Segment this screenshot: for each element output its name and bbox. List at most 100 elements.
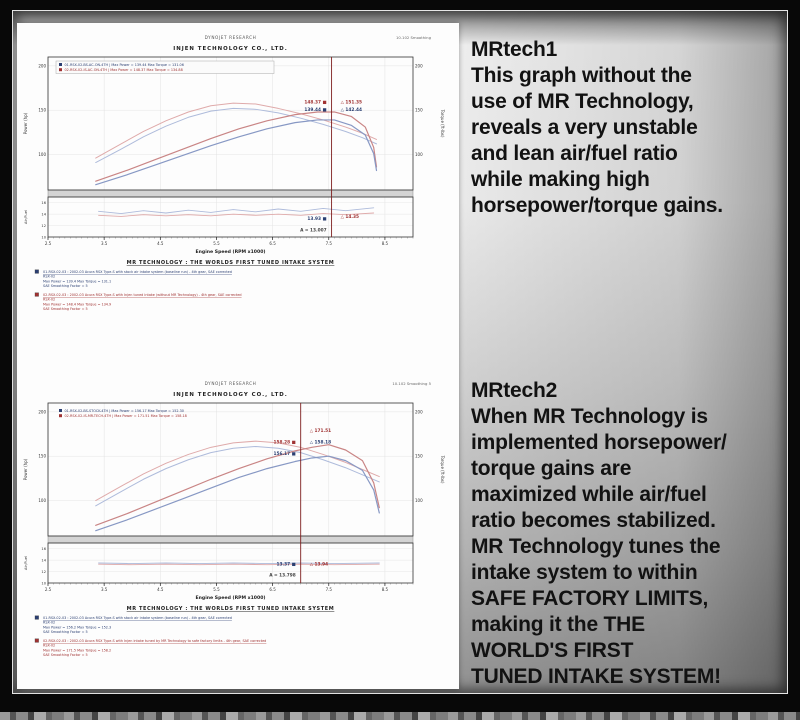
x-tick-label: 7.5 (326, 587, 333, 592)
dyno-chart-2-svg: DYNOJET RESEARCH INJEN TECHNOLOGY CO., LT… (23, 381, 445, 657)
dyno-chart-1: DYNOJET RESEARCH INJEN TECHNOLOGY CO., LT… (17, 27, 459, 357)
x-tick-label: 6.5 (269, 587, 276, 592)
x-tick-label: 8.5 (382, 587, 389, 592)
y-tick-right: 200 (415, 63, 423, 68)
af-tick-label: 12 (41, 570, 46, 574)
series-power-stock (95, 455, 380, 532)
series-power-mrtech (95, 444, 380, 526)
content-area: DYNOJET RESEARCH INJEN TECHNOLOGY CO., LT… (12, 10, 788, 694)
y-tick-left: 150 (38, 108, 46, 113)
y-axis-label-left: Power (hp) (23, 112, 28, 134)
y-tick-right: 150 (415, 454, 423, 459)
series-af-injen (98, 212, 375, 217)
af-axis-label: Air/Fuel (23, 556, 28, 570)
x-tick-label: 3.5 (101, 241, 108, 246)
af-tick-label: 10 (41, 581, 46, 585)
series-af-mrtech (98, 563, 380, 566)
y-tick-left: 100 (38, 152, 46, 157)
y-tick-left: 200 (38, 63, 46, 68)
footer-legend-line: 02-RSX-02-03 : 2002-03 Acura RSX Type-S … (43, 293, 242, 297)
smoothing-note: 10.102 Smoothing (396, 35, 432, 40)
chart-main-title: INJEN TECHNOLOGY CO., LTD. (173, 392, 288, 398)
x-tick-label: 2.5 (45, 241, 52, 246)
x-tick-label: 2.5 (45, 587, 52, 592)
caption-title: MRtech1 (471, 38, 558, 61)
caption-body: This graph without the use of MR Technol… (471, 64, 723, 217)
series-torque-stock (95, 445, 380, 507)
footer-legend-line: SAE Smoothing Factor = 5 (43, 307, 88, 311)
series-torque-injen (95, 102, 377, 159)
af-tick-label: 16 (41, 201, 46, 205)
footer-legend-line: 01-RSX-02-03 : 2002-03 Acura RSX Type-S … (43, 616, 232, 620)
af-tick-label: 14 (41, 558, 46, 562)
series-torque-mrtech (95, 440, 380, 502)
footer-legend-line: SAE Smoothing Factor = 5 (43, 630, 88, 634)
y-axis-label-right: Torque (ft-lbs) (440, 109, 445, 138)
series-power-stock (95, 119, 378, 186)
footer-legend-line: RSX-02 (43, 298, 55, 302)
annotation: A = 13.007 (300, 228, 327, 234)
annotation: △ 14.35 (341, 214, 359, 220)
af-tick-label: 16 (41, 547, 46, 551)
annotation: 13.93 ■ (307, 216, 326, 222)
plot-legend-line: 02-RSX-02-IS-AC-ON-4TH | Max Power = 148… (65, 68, 183, 72)
x-tick-label: 4.5 (157, 241, 164, 246)
footer-legend-line: Max Power = 156.2 Max Torque = 152.3 (43, 625, 111, 629)
af-tick-label: 14 (41, 212, 46, 216)
smoothing-note: 10.102 Smoothing 5 (392, 381, 431, 386)
footer-legend-line: 02-RSX-02-03 : 2002-03 Acura RSX Type-S … (43, 639, 266, 643)
x-tick-label: 4.5 (157, 587, 164, 592)
y-axis-label-left: Power (hp) (23, 458, 28, 480)
series-torque-stock (95, 107, 377, 164)
caption-title: MRtech2 (471, 379, 558, 402)
footer-legend-line: RSX-02 (43, 275, 55, 279)
footer-legend-line: Max Power = 139.4 Max Torque = 131.1 (43, 279, 111, 283)
footer-legend-line: RSX-02 (43, 644, 55, 648)
af-axis-label: Air/Fuel (23, 210, 28, 224)
x-tick-label: 5.5 (213, 587, 220, 592)
y-tick-right: 150 (415, 108, 423, 113)
x-tick-label: 3.5 (101, 587, 108, 592)
annotation: 139.44 ■ (304, 107, 326, 113)
dyno-chart-2: DYNOJET RESEARCH INJEN TECHNOLOGY CO., LT… (17, 373, 459, 689)
footer-legend-line: 01-RSX-02-03 : 2002-03 Acura RSX Type-S … (43, 270, 232, 274)
footer-legend-line: SAE Smoothing Factor = 5 (43, 284, 88, 288)
x-tick-label: 5.5 (213, 241, 220, 246)
y-tick-right: 200 (415, 409, 423, 414)
x-axis-label: Engine Speed (RPM x1000) (196, 249, 266, 255)
annotation: 158.28 ■ (274, 440, 296, 446)
caption-body: When MR Technology is implemented horsep… (471, 405, 727, 688)
series-af-stock (98, 562, 380, 565)
annotation: 156.17 ■ (274, 451, 296, 457)
charts-panel: DYNOJET RESEARCH INJEN TECHNOLOGY CO., LT… (17, 23, 459, 689)
af-tick-label: 12 (41, 224, 46, 228)
footer-legend-line: RSX-02 (43, 621, 55, 625)
af-tick-label: 10 (41, 235, 46, 239)
footer-legend-line: Max Power = 171.5 Max Torque = 158.2 (43, 648, 111, 652)
plot-legend-line: 01-RSX-02-BS-STOCK-4TH | Max Power = 156… (65, 409, 184, 413)
chart-small-title: DYNOJET RESEARCH (205, 381, 257, 386)
annotation: 13.37 ■ (277, 562, 296, 568)
y-tick-right: 100 (415, 152, 423, 157)
y-tick-right: 100 (415, 498, 423, 503)
x-tick-label: 8.5 (382, 241, 389, 246)
annotation: △ 13.94 (310, 562, 328, 568)
footer-legend-line: SAE Smoothing Factor = 5 (43, 653, 88, 657)
chart-main-title: INJEN TECHNOLOGY CO., LTD. (173, 46, 288, 52)
plot-legend-line: 01-RSX-02-BS-AC-ON-4TH | Max Power = 139… (65, 63, 184, 67)
y-tick-left: 150 (38, 454, 46, 459)
caption-mrtech1: MRtech1 This graph without the use of MR… (471, 37, 785, 219)
series-af-stock (98, 207, 375, 215)
annotation: 148.37 ■ (304, 100, 326, 106)
footer-title: MR TECHNOLOGY : THE WORLDS FIRST TUNED I… (127, 260, 335, 266)
x-tick-label: 6.5 (269, 241, 276, 246)
annotation: △ 142.44 (341, 107, 362, 113)
bottom-noise-strip (0, 712, 800, 720)
y-tick-left: 200 (38, 409, 46, 414)
annotation: △ 171.51 (310, 428, 331, 434)
caption-mrtech2: MRtech2 When MR Technology is implemente… (471, 378, 785, 690)
annotation: A = 13.798 (269, 573, 296, 579)
footer-legend-line: Max Power = 148.4 Max Torque = 134.9 (43, 302, 111, 306)
footer-title: MR TECHNOLOGY : THE WORLDS FIRST TUNED I… (127, 606, 335, 612)
